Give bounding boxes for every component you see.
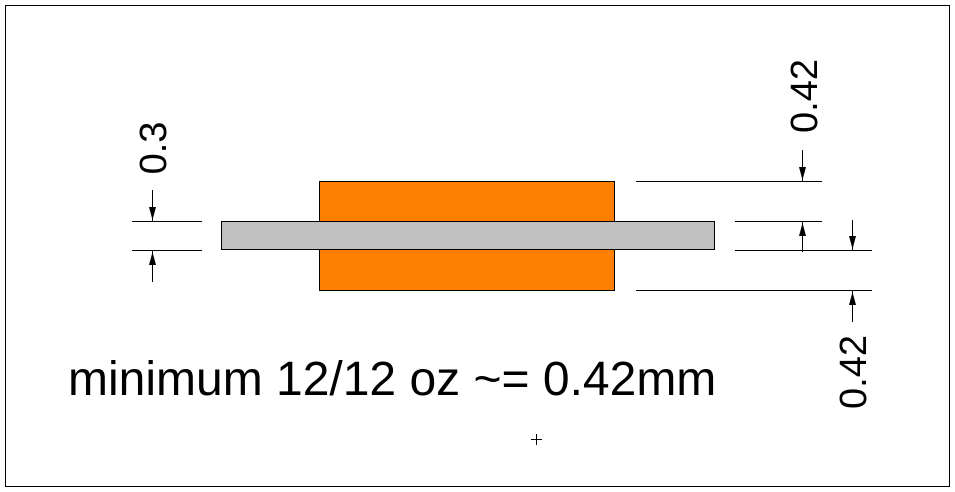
arrowhead (149, 252, 156, 265)
caption-text: minimum 12/12 oz ~= 0.42mm (68, 353, 716, 406)
arrowhead (149, 207, 156, 220)
copper-top-dimension (636, 150, 872, 291)
arrowhead (799, 167, 806, 180)
crosshair-cursor-icon (531, 434, 542, 445)
arrowhead (849, 292, 856, 305)
core-layer (221, 221, 715, 250)
core-thickness-label: 0.3 (133, 122, 175, 175)
arrowhead (799, 223, 806, 236)
copper-top-label: 0.42 (784, 59, 826, 133)
copper-bottom-label: 0.42 (833, 335, 875, 409)
arrowhead (849, 236, 856, 249)
